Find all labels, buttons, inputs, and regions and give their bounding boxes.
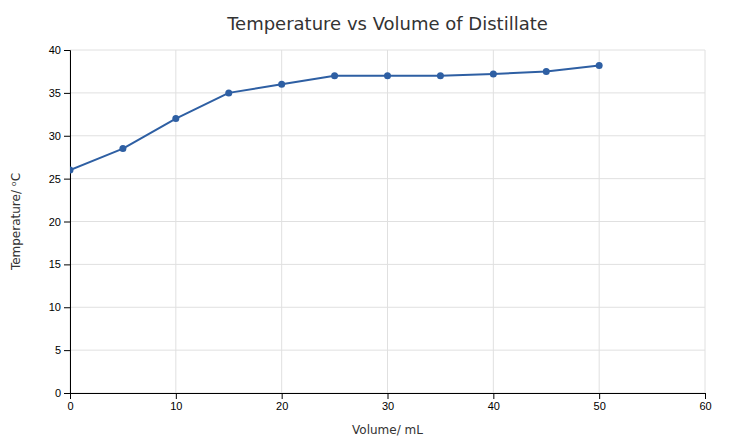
point — [225, 89, 232, 96]
grid-line — [70, 264, 705, 265]
tick: 50 — [594, 393, 606, 412]
tick-mark — [64, 50, 70, 51]
grid-line — [70, 307, 705, 308]
y-axis: 0 5 10 15 20 25 30 35 40 — [49, 44, 71, 399]
tick: 30 — [382, 393, 394, 412]
x-axis-title: Volume/ mL — [352, 423, 423, 437]
tick: 5 — [55, 344, 70, 356]
tick-label: 20 — [49, 216, 61, 228]
tick-mark — [64, 307, 70, 308]
tick-mark — [176, 393, 177, 399]
tick: 20 — [276, 393, 288, 412]
tick-label: 30 — [49, 130, 61, 142]
title: Temperature vs Volume of Distillate — [226, 13, 548, 34]
point — [172, 115, 179, 122]
tick-mark — [493, 393, 494, 399]
tick: 0 — [67, 393, 73, 412]
chart: 0 10 20 30 40 50 60 0 5 10 15 20 25 30 35 40 Temperature… — [0, 0, 730, 448]
grid-line — [70, 92, 705, 93]
axis-line — [64, 51, 71, 394]
point — [331, 72, 338, 79]
point — [70, 167, 74, 174]
tick-label: 40 — [49, 44, 61, 56]
tick: 40 — [49, 44, 70, 56]
tick: 10 — [170, 393, 182, 412]
axis-line — [71, 394, 706, 400]
tick-mark — [282, 393, 283, 399]
tick: 35 — [49, 87, 70, 99]
tick-mark — [64, 179, 70, 180]
tick-mark — [599, 393, 600, 399]
tick-label: 35 — [49, 87, 61, 99]
tick-mark — [388, 393, 389, 399]
point — [596, 62, 603, 69]
tick: 20 — [49, 216, 70, 228]
point — [384, 72, 391, 79]
tick-label: 50 — [594, 400, 606, 412]
tick-mark — [64, 222, 70, 223]
point — [437, 72, 444, 79]
tick-label: 0 — [67, 400, 73, 412]
tick: 60 — [699, 393, 711, 412]
plot: 0 10 20 30 40 50 60 0 5 10 15 20 25 30 35 40 — [49, 44, 712, 412]
y-axis-title: Temperature/ ᵒC — [9, 173, 23, 271]
tick-label: 20 — [276, 400, 288, 412]
tick: 30 — [49, 130, 70, 142]
tick: 0 — [55, 387, 70, 399]
tick-label: 25 — [49, 173, 61, 185]
grid-line — [70, 350, 705, 351]
tick-label: 10 — [170, 400, 182, 412]
point — [490, 71, 497, 78]
marks — [70, 62, 603, 174]
point — [119, 145, 126, 152]
tick-label: 10 — [49, 301, 61, 313]
point — [543, 68, 550, 75]
tick-label: 5 — [55, 344, 61, 356]
grid-line — [70, 135, 705, 136]
grid-line — [70, 50, 705, 51]
tick-label: 30 — [382, 400, 394, 412]
tick-mark — [64, 93, 70, 94]
tick-label: 0 — [55, 387, 61, 399]
tick-mark — [64, 393, 70, 394]
tick: 40 — [488, 393, 500, 412]
point — [278, 81, 285, 88]
tick-label: 60 — [699, 400, 711, 412]
line — [70, 65, 599, 170]
grid — [70, 50, 705, 393]
x-axis: 0 10 20 30 40 50 60 — [67, 393, 711, 412]
tick: 25 — [49, 173, 70, 185]
tick-mark — [64, 264, 70, 265]
tick-mark — [64, 350, 70, 351]
grid-line — [70, 178, 705, 179]
tick-mark — [705, 393, 706, 399]
tick-label: 15 — [49, 258, 61, 270]
grid-line — [70, 221, 705, 222]
tick: 15 — [49, 258, 70, 270]
tick: 10 — [49, 301, 70, 313]
tick-label: 40 — [488, 400, 500, 412]
tick-mark — [64, 136, 70, 137]
